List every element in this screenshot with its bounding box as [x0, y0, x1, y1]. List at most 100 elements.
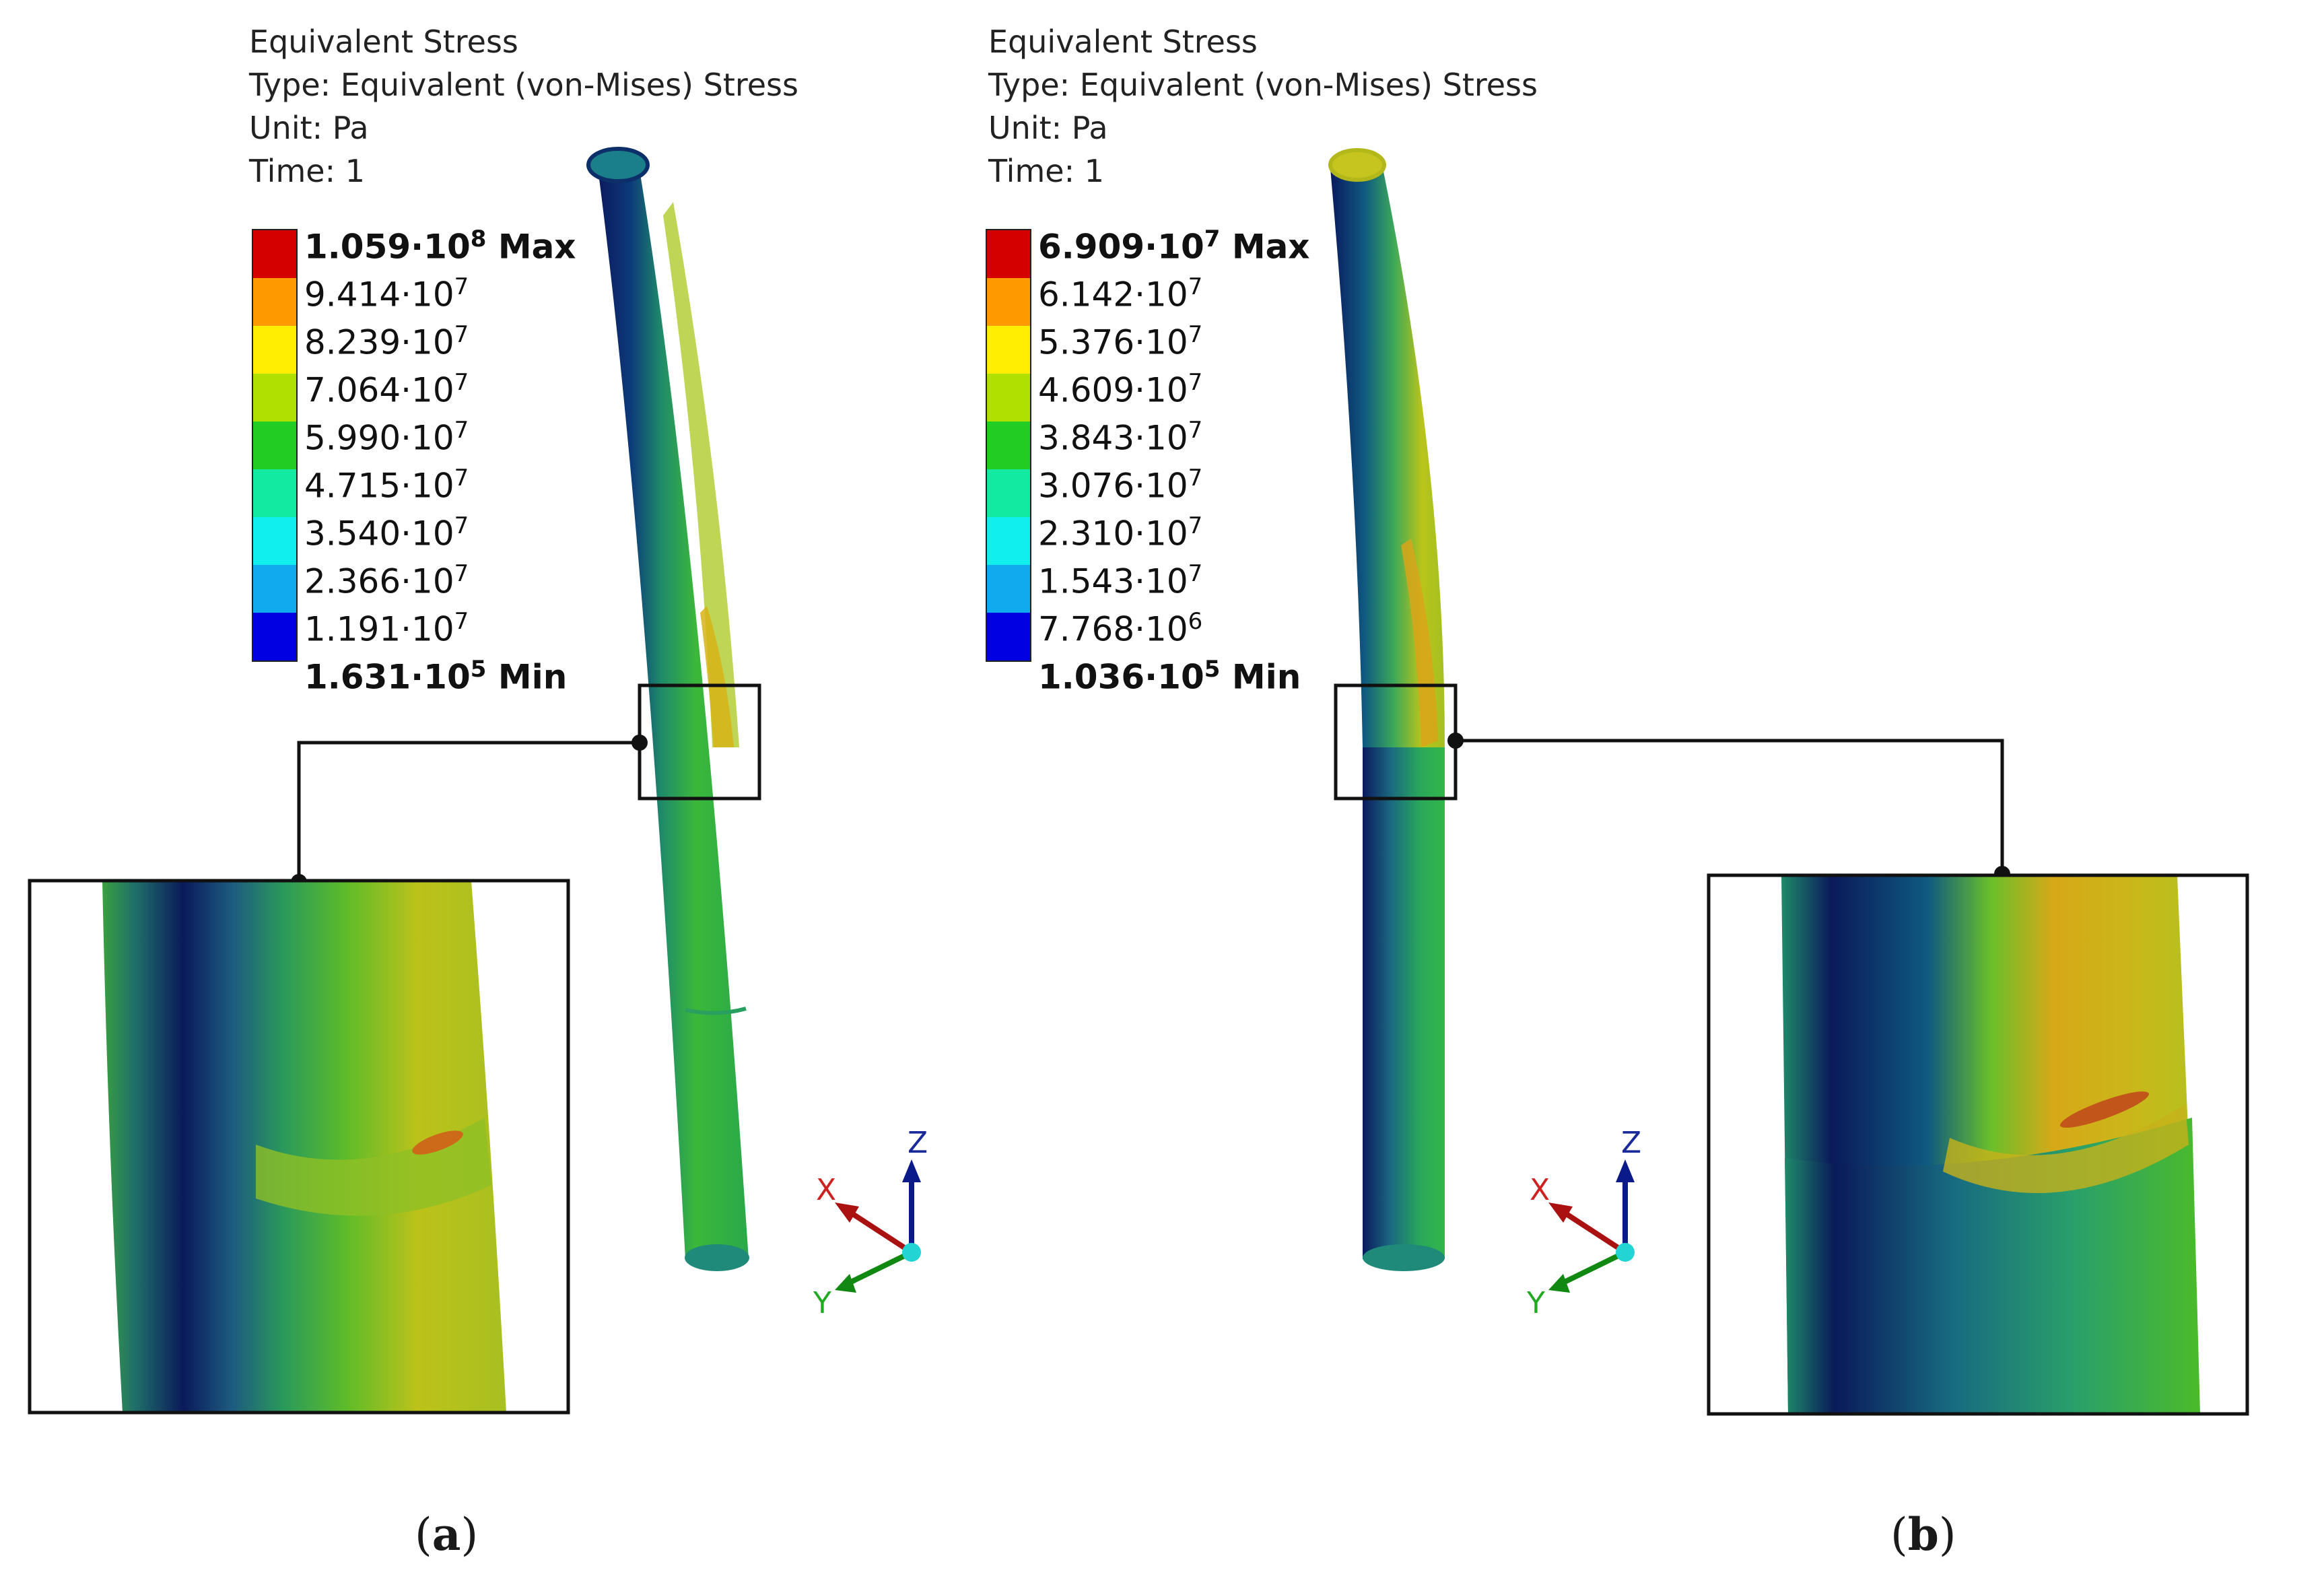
legend-suffix: Max	[1220, 227, 1310, 267]
legend-value-label: 3.540·107	[304, 509, 469, 551]
legend-mantissa: 5.990·10	[304, 418, 454, 458]
leader-line	[297, 741, 640, 881]
caption-open-paren: (	[1890, 1509, 1908, 1561]
legend-min-label: 1.631·105 Min	[304, 652, 567, 694]
tube-lower-section	[1363, 747, 1445, 1259]
legend-swatch	[987, 613, 1030, 660]
caption-open-paren: (	[415, 1509, 432, 1561]
tube-stress-band	[663, 202, 739, 747]
tube-top-opening	[586, 147, 650, 183]
legend-mantissa: 2.310·10	[1038, 514, 1188, 553]
legend-value-label: 1.543·107	[1038, 557, 1202, 599]
legend-exponent: 5	[470, 656, 487, 683]
legend-mantissa: 3.076·10	[1038, 466, 1188, 506]
legend-mantissa: 7.064·10	[304, 370, 454, 410]
legend-swatch	[253, 565, 296, 613]
legend-value-label: 2.310·107	[1038, 509, 1202, 551]
legend-value-label: 5.990·107	[304, 413, 469, 455]
legend-value-label: 4.715·107	[304, 461, 469, 503]
legend-exponent: 7	[1188, 512, 1203, 539]
legend-exponent: 7	[1188, 560, 1203, 587]
legend-exponent: 7	[454, 465, 469, 492]
legend-swatch	[253, 326, 296, 374]
legend-swatch	[253, 374, 296, 421]
legend-swatch	[253, 469, 296, 517]
legend-value-label: 4.609·107	[1038, 366, 1202, 407]
y-axis-label: Y	[1526, 1286, 1545, 1320]
legend-mantissa: 1.036·10	[1038, 657, 1204, 697]
tube-bottom-end	[1363, 1244, 1445, 1271]
legend-swatch	[253, 278, 296, 326]
legend-exponent: 7	[1188, 273, 1203, 300]
legend-exponent: 7	[1188, 417, 1203, 444]
tube-hotspot	[700, 606, 734, 747]
result-type: Type: Equivalent (von-Mises) Stress	[988, 67, 1538, 103]
legend-swatch	[253, 230, 296, 278]
panel-caption: (b)	[1890, 1508, 1956, 1561]
legend-swatch	[987, 517, 1030, 565]
z-axis-arrow	[902, 1159, 921, 1182]
legend-mantissa: 6.909·10	[1038, 227, 1204, 267]
legend-mantissa: 3.843·10	[1038, 418, 1188, 458]
result-header: Equivalent Stress Type: Equivalent (von-…	[988, 20, 1538, 193]
tube-joint-line	[685, 1007, 747, 1015]
x-axis-arrow	[835, 1202, 859, 1223]
legend-exponent: 7	[454, 321, 469, 348]
legend-swatch	[987, 469, 1030, 517]
legend-swatch	[253, 421, 296, 469]
z-axis-arrow	[1616, 1159, 1635, 1182]
legend-swatch	[987, 326, 1030, 374]
zoom-inset-tube	[102, 881, 506, 1413]
z-axis-label: Z	[908, 1126, 928, 1160]
x-axis-arrow	[1548, 1202, 1573, 1223]
zoom-inset-frame	[1707, 873, 2249, 1416]
result-title: Equivalent Stress	[988, 24, 1258, 60]
result-time: Time: 1	[249, 153, 365, 189]
result-header: Equivalent Stress Type: Equivalent (von-…	[249, 20, 798, 193]
legend-mantissa: 3.540·10	[304, 514, 454, 553]
x-axis-label: X	[816, 1173, 836, 1207]
leader-dot-start	[631, 735, 648, 751]
y-axis-arrow	[835, 1274, 856, 1293]
legend-mantissa: 1.059·10	[304, 227, 471, 267]
y-axis-line	[847, 1250, 913, 1286]
legend-exponent: 7	[454, 560, 469, 587]
legend-exponent: 7	[1188, 465, 1203, 492]
legend-mantissa: 1.191·10	[304, 609, 454, 649]
legend-mantissa: 6.142·10	[1038, 275, 1188, 314]
caption-close-paren: )	[460, 1509, 479, 1561]
legend-swatch	[987, 421, 1030, 469]
panel-a: Equivalent Stress Type: Equivalent (von-…	[28, 20, 928, 1561]
legend-exponent: 7	[454, 512, 469, 539]
legend-exponent: 8	[470, 226, 487, 252]
caption-letter: a	[432, 1508, 461, 1561]
zoom-inset-lower	[1785, 1118, 2200, 1414]
y-axis-line	[1561, 1250, 1627, 1286]
axis-triad: Z X Y	[813, 1126, 928, 1320]
legend-exponent: 7	[454, 417, 469, 444]
tube-bottom-end	[685, 1244, 749, 1271]
legend-max-label: 1.059·108 Max	[304, 222, 576, 264]
legend-exponent: 7	[1188, 369, 1203, 396]
zoom-inset-hotspot	[412, 1130, 463, 1155]
legend-value-label: 1.191·107	[304, 605, 469, 646]
legend-value-label: 3.843·107	[1038, 413, 1202, 455]
leader-line	[1456, 739, 2004, 874]
z-axis-label: Z	[1621, 1126, 1641, 1160]
legend-swatch	[253, 517, 296, 565]
legend-mantissa: 1.543·10	[1038, 562, 1188, 601]
zoom-inset-ring	[1943, 1104, 2189, 1193]
y-axis-label: Y	[813, 1286, 831, 1320]
legend-color-bar	[252, 229, 298, 662]
result-title: Equivalent Stress	[249, 24, 518, 60]
legend-max-label: 6.909·107 Max	[1038, 222, 1310, 264]
legend-mantissa: 4.715·10	[304, 466, 454, 506]
model-view: Z X Y	[28, 147, 928, 1415]
caption-close-paren: )	[1938, 1509, 1956, 1561]
tube-top-opening	[1328, 148, 1386, 182]
legend-min-label: 1.036·105 Min	[1038, 652, 1301, 694]
legend-swatch	[253, 613, 296, 660]
legend-suffix: Min	[486, 657, 568, 697]
legend-suffix: Max	[486, 227, 576, 267]
